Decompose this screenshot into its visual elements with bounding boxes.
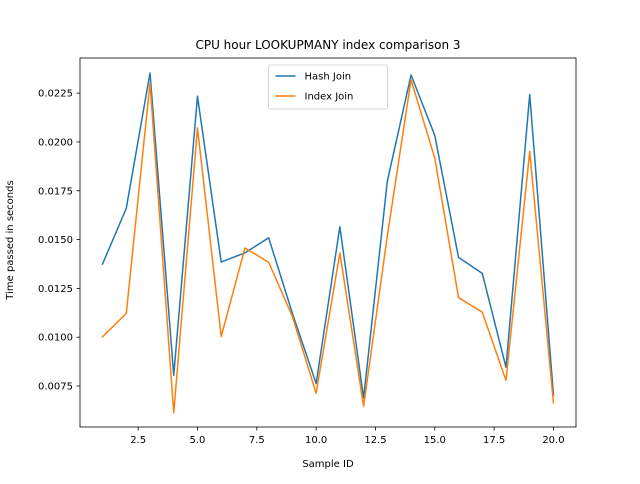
y-axis-label: Time passed in seconds [5,180,16,300]
legend-label-index-join: Index Join [305,92,354,103]
y-tick-label: 0.0200 [38,137,73,148]
x-tick-label: 20.0 [542,435,564,446]
x-tick-label: 5.0 [190,435,206,446]
axes-frame [79,57,577,428]
hash-join-line [101,72,555,399]
y-tick-label: 0.0150 [38,235,73,246]
x-tick-label: 10.0 [305,435,327,446]
y-tick-label: 0.0075 [38,382,73,393]
x-tick-label: 2.5 [130,435,146,446]
y-tick-label: 0.0225 [38,89,73,100]
x-tick-label: 17.5 [483,435,505,446]
chart-title: CPU hour LOOKUPMANY index comparison 3 [195,38,460,52]
x-axis-label: Sample ID [302,459,354,470]
y-tick-label: 0.0125 [38,284,73,295]
x-tick-label: 15.0 [424,435,446,446]
legend-label-hash-join: Hash Join [305,72,352,83]
index-join-line [101,79,555,414]
plot-area: 2.5 5.0 7.5 10.0 12.5 15.0 17.5 20.0 0.0075 0.010… [38,57,577,446]
x-tick-label: 7.5 [249,435,265,446]
y-tick-label: 0.0100 [38,333,73,344]
legend-box [268,64,388,110]
y-tick-label: 0.0175 [38,186,73,197]
x-tick-label: 12.5 [364,435,386,446]
